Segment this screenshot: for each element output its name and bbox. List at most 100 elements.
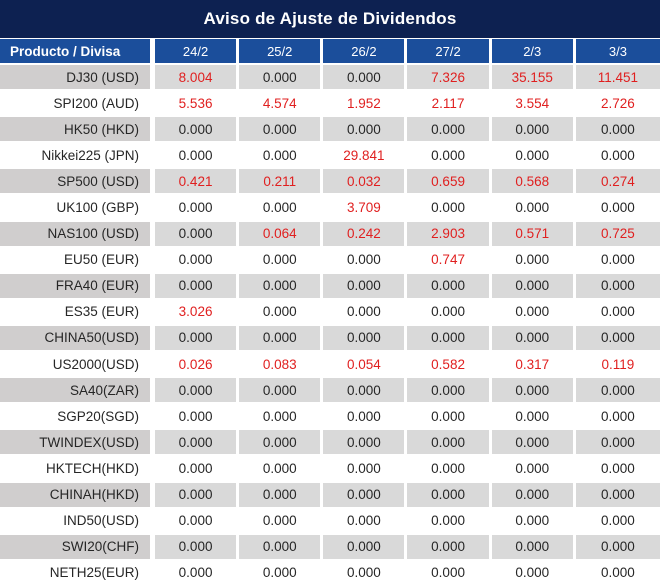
value-cell: 0.000 [323, 325, 408, 353]
value-cell: 0.659 [407, 169, 492, 196]
product-cell: SGP20(SGD) [0, 404, 155, 431]
product-cell: HK50 (HKD) [0, 117, 155, 144]
value-cell: 0.000 [155, 143, 240, 170]
value-cell: 0.571 [491, 221, 576, 248]
value-cell: 0.000 [155, 325, 240, 353]
value-cell: 0.421 [155, 169, 240, 196]
value-cell: 5.536 [155, 91, 240, 118]
product-cell: DJ30 (USD) [0, 65, 155, 92]
value-cell: 0.000 [239, 299, 324, 326]
value-cell: 0.000 [323, 65, 408, 92]
value-cell: 0.000 [491, 325, 576, 353]
value-cell: 0.000 [407, 508, 492, 535]
value-cell: 0.000 [155, 560, 240, 587]
value-cell: 0.747 [407, 247, 492, 274]
value-cell: 0.000 [575, 273, 660, 300]
value-cell: 0.026 [155, 352, 240, 379]
value-cell: 0.000 [491, 273, 576, 300]
value-cell: 0.000 [155, 534, 240, 561]
value-cell: 2.726 [575, 91, 660, 118]
value-cell: 0.000 [323, 247, 408, 274]
value-cell: 8.004 [155, 65, 240, 92]
value-cell: 0.274 [575, 169, 660, 196]
value-cell: 0.000 [155, 456, 240, 483]
product-cell: HKTECH(HKD) [0, 456, 155, 483]
product-cell: SA40(ZAR) [0, 378, 155, 405]
value-cell: 0.000 [491, 534, 576, 561]
product-cell: US2000(USD) [0, 352, 155, 379]
value-cell: 1.952 [323, 91, 408, 118]
value-cell: 0.000 [323, 378, 408, 405]
value-cell: 0.000 [491, 456, 576, 483]
product-cell: NAS100 (USD) [0, 221, 155, 248]
value-cell: 0.000 [155, 247, 240, 274]
value-cell: 0.211 [239, 169, 324, 196]
value-cell: 0.000 [407, 456, 492, 483]
value-cell: 0.000 [239, 482, 324, 509]
value-cell: 0.000 [575, 143, 660, 170]
value-cell: 4.574 [239, 91, 324, 118]
value-cell: 0.000 [239, 273, 324, 300]
value-cell: 0.000 [491, 378, 576, 405]
value-cell: 0.000 [491, 482, 576, 509]
value-cell: 2.117 [407, 91, 492, 118]
column-header-date: 27/2 [407, 39, 492, 65]
value-cell: 0.000 [239, 560, 324, 587]
product-cell: EU50 (EUR) [0, 247, 155, 274]
value-cell: 0.000 [155, 273, 240, 300]
value-cell: 0.000 [491, 247, 576, 274]
value-cell: 0.000 [239, 534, 324, 561]
value-cell: 0.000 [155, 378, 240, 405]
value-cell: 0.000 [491, 430, 576, 457]
value-cell: 0.000 [155, 404, 240, 431]
value-cell: 0.000 [491, 560, 576, 587]
product-cell: CHINA50(USD) [0, 325, 155, 353]
value-cell: 0.000 [239, 117, 324, 144]
value-cell: 0.000 [407, 299, 492, 326]
value-cell: 0.000 [491, 117, 576, 144]
value-cell: 0.000 [407, 482, 492, 509]
value-cell: 0.000 [323, 508, 408, 535]
value-cell: 0.000 [155, 117, 240, 144]
value-cell: 0.000 [155, 508, 240, 535]
value-cell: 0.054 [323, 352, 408, 379]
value-cell: 0.000 [323, 482, 408, 509]
value-cell: 0.317 [491, 352, 576, 379]
value-cell: 0.000 [491, 195, 576, 222]
value-cell: 0.000 [491, 508, 576, 535]
value-cell: 0.000 [575, 508, 660, 535]
column-header-date: 26/2 [323, 39, 408, 65]
column-header-product: Producto / Divisa [0, 39, 155, 65]
value-cell: 0.000 [575, 404, 660, 431]
value-cell: 11.451 [575, 65, 660, 92]
value-cell: 0.000 [407, 404, 492, 431]
value-cell: 0.000 [575, 247, 660, 274]
value-cell: 0.000 [155, 430, 240, 457]
value-cell: 0.000 [575, 325, 660, 353]
value-cell: 0.000 [239, 195, 324, 222]
product-cell: SP500 (USD) [0, 169, 155, 196]
value-cell: 0.000 [323, 299, 408, 326]
value-cell: 0.000 [323, 456, 408, 483]
value-cell: 0.000 [155, 482, 240, 509]
value-cell: 0.000 [407, 195, 492, 222]
product-cell: TWINDEX(USD) [0, 430, 155, 457]
value-cell: 0.000 [239, 143, 324, 170]
value-cell: 0.000 [323, 430, 408, 457]
value-cell: 0.064 [239, 221, 324, 248]
product-cell: ES35 (EUR) [0, 299, 155, 326]
value-cell: 0.000 [575, 117, 660, 144]
value-cell: 0.083 [239, 352, 324, 379]
value-cell: 29.841 [323, 143, 408, 170]
column-header-date: 2/3 [491, 39, 576, 65]
value-cell: 0.000 [323, 404, 408, 431]
value-cell: 35.155 [491, 65, 576, 92]
value-cell: 0.000 [239, 456, 324, 483]
value-cell: 0.000 [491, 299, 576, 326]
value-cell: 0.000 [575, 299, 660, 326]
value-cell: 0.000 [491, 143, 576, 170]
value-cell: 0.000 [239, 378, 324, 405]
value-cell: 0.000 [575, 378, 660, 405]
value-cell: 0.242 [323, 221, 408, 248]
value-cell: 3.709 [323, 195, 408, 222]
